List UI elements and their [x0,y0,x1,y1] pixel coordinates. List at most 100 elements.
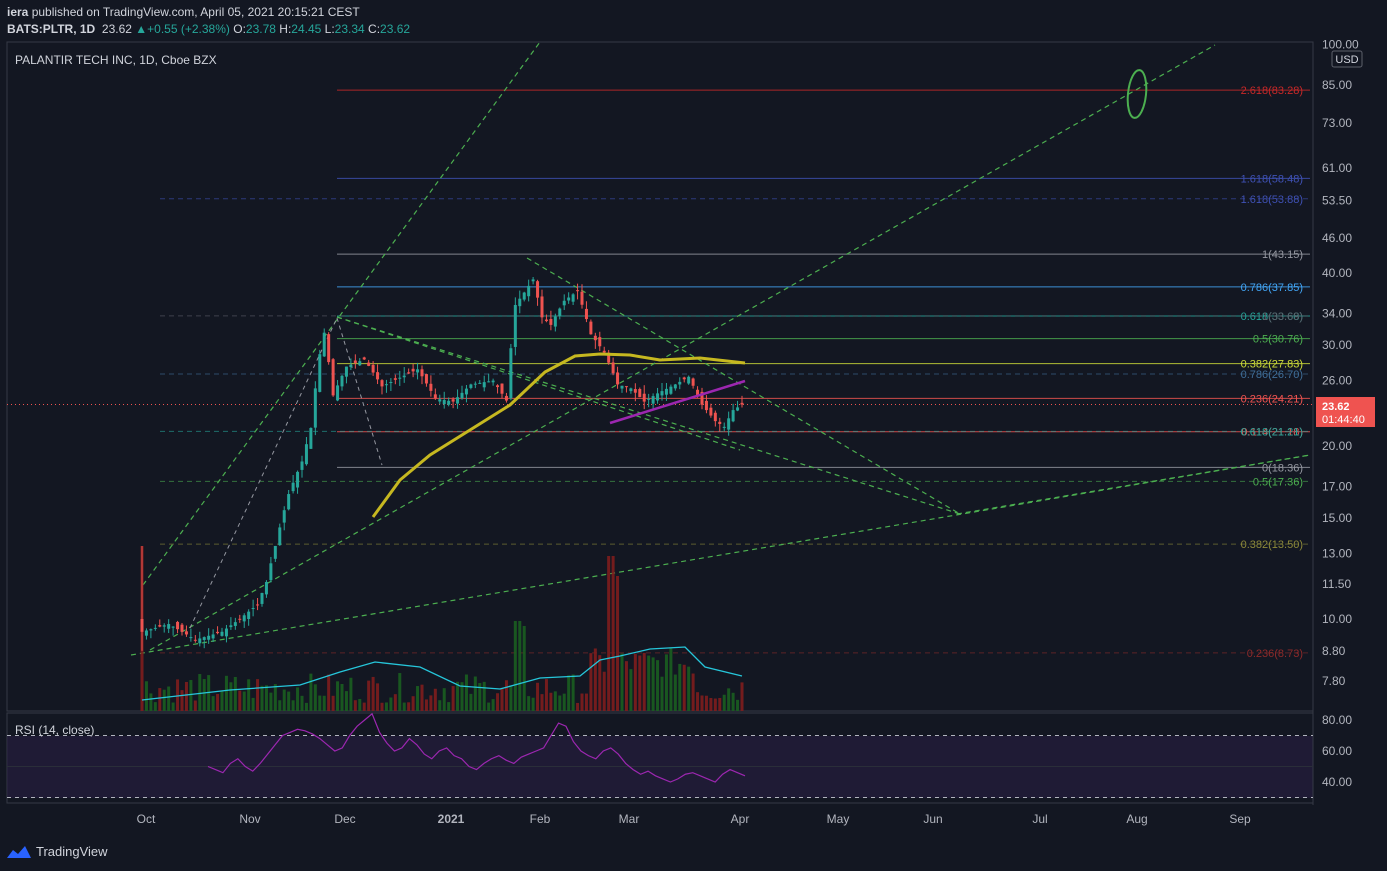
x-tick-label: Oct [137,812,156,826]
volume-bar [189,680,193,711]
volume-bar [264,685,268,711]
volume-bar [531,697,535,711]
candle-body [722,426,726,428]
currency-label: USD [1335,54,1358,66]
candle-body [344,366,348,377]
currency-badge[interactable]: USD [1331,50,1363,68]
candle-body [304,444,308,465]
candle-body [358,361,362,366]
candle-body [367,362,371,366]
candles [140,277,744,651]
candle-body [691,378,695,386]
candle-body [669,386,673,394]
ohlc-legend: BATS:PLTR, 1D 23.62 ▲+0.55 (+2.38%) O:23… [7,22,410,36]
candle-body [269,563,273,581]
candle-body [424,374,428,384]
candle-body [593,335,597,341]
candle-body [376,372,380,380]
fib-level-label: 0.786(37.85) [1241,282,1303,294]
volume-bar [433,688,437,711]
volume-bar [624,661,628,711]
fib-level-label: 0.114(21.18) [1241,427,1303,439]
candle-body [340,375,344,387]
candle-body [624,386,628,388]
candle-body [718,421,722,424]
volume-bar [580,693,584,711]
trendline [142,41,541,586]
tradingview-logo[interactable]: TradingView [6,844,108,859]
candle-body [456,397,460,404]
candle-body [656,393,660,401]
volume-bar [678,663,682,711]
volume-bar [331,695,335,711]
volume-bar [620,653,624,711]
volume-bar [202,679,206,711]
candle-body [709,407,713,416]
candle-body [291,482,295,492]
volume-bar [713,698,717,711]
trendline [130,454,1311,656]
volume-bar [513,621,517,711]
candle-body [736,407,740,411]
candle-body [438,399,442,402]
candle-body [198,638,202,644]
volume-bar [611,556,615,711]
y-tick-label: 61.00 [1322,161,1352,175]
candle-body [616,372,620,385]
y-tick-label: 34.00 [1322,307,1352,321]
candle-body [673,384,677,389]
volume-bar [544,679,548,711]
y-tick-label: 8.80 [1322,644,1346,658]
volume-bar [553,691,557,711]
candle-body [602,350,606,353]
candle-body [327,334,331,363]
fib-level-label: 0.786(26.70) [1241,369,1303,381]
x-tick-label: Sep [1229,812,1251,826]
volume-bar [562,693,566,711]
volume-bar [540,694,544,711]
rsi-line [207,712,746,783]
volume-bar [220,691,224,711]
candle-body [491,380,495,383]
candle-body [229,625,233,628]
volume-bar [269,692,273,711]
candle-body [647,398,651,400]
candle-body [571,294,575,302]
low-value: 23.34 [334,22,365,36]
price-tag-value: 23.62 [1322,401,1350,413]
candle-body [184,631,188,635]
volume-bar [549,692,553,711]
volume-bar [353,700,357,711]
volume-bar [407,702,411,711]
volume-bar [358,698,362,711]
candle-body [740,402,744,405]
volume-bar [736,699,740,711]
candle-body [398,377,402,379]
candle-body [171,626,175,628]
candle-body [562,300,566,306]
volume-bar [438,700,442,711]
volume-bar [718,697,722,711]
volume-bar [300,695,304,711]
trendline-gray [189,317,338,629]
symbol-label: BATS:PLTR, 1D [7,22,96,36]
candle-body [678,381,682,385]
volume-bar [536,682,540,711]
candle-body [433,394,437,399]
candle-body [567,297,571,301]
x-tick-label: Dec [334,812,355,826]
fib-level-label: 0.618(33.68) [1241,311,1303,323]
candle-body [380,380,384,387]
x-tick-label: Mar [619,812,640,826]
volume-bar [322,695,326,711]
candle-body [256,604,260,606]
candle-body [220,631,224,636]
candle-body [504,395,508,401]
candle-body [233,622,237,626]
candle-body [309,427,313,449]
y-tick-label: 46.00 [1322,231,1352,245]
fib-level-label: 1(33.69) [1262,311,1303,323]
y-tick-label: 85.00 [1322,78,1352,92]
candle-body [429,383,433,391]
